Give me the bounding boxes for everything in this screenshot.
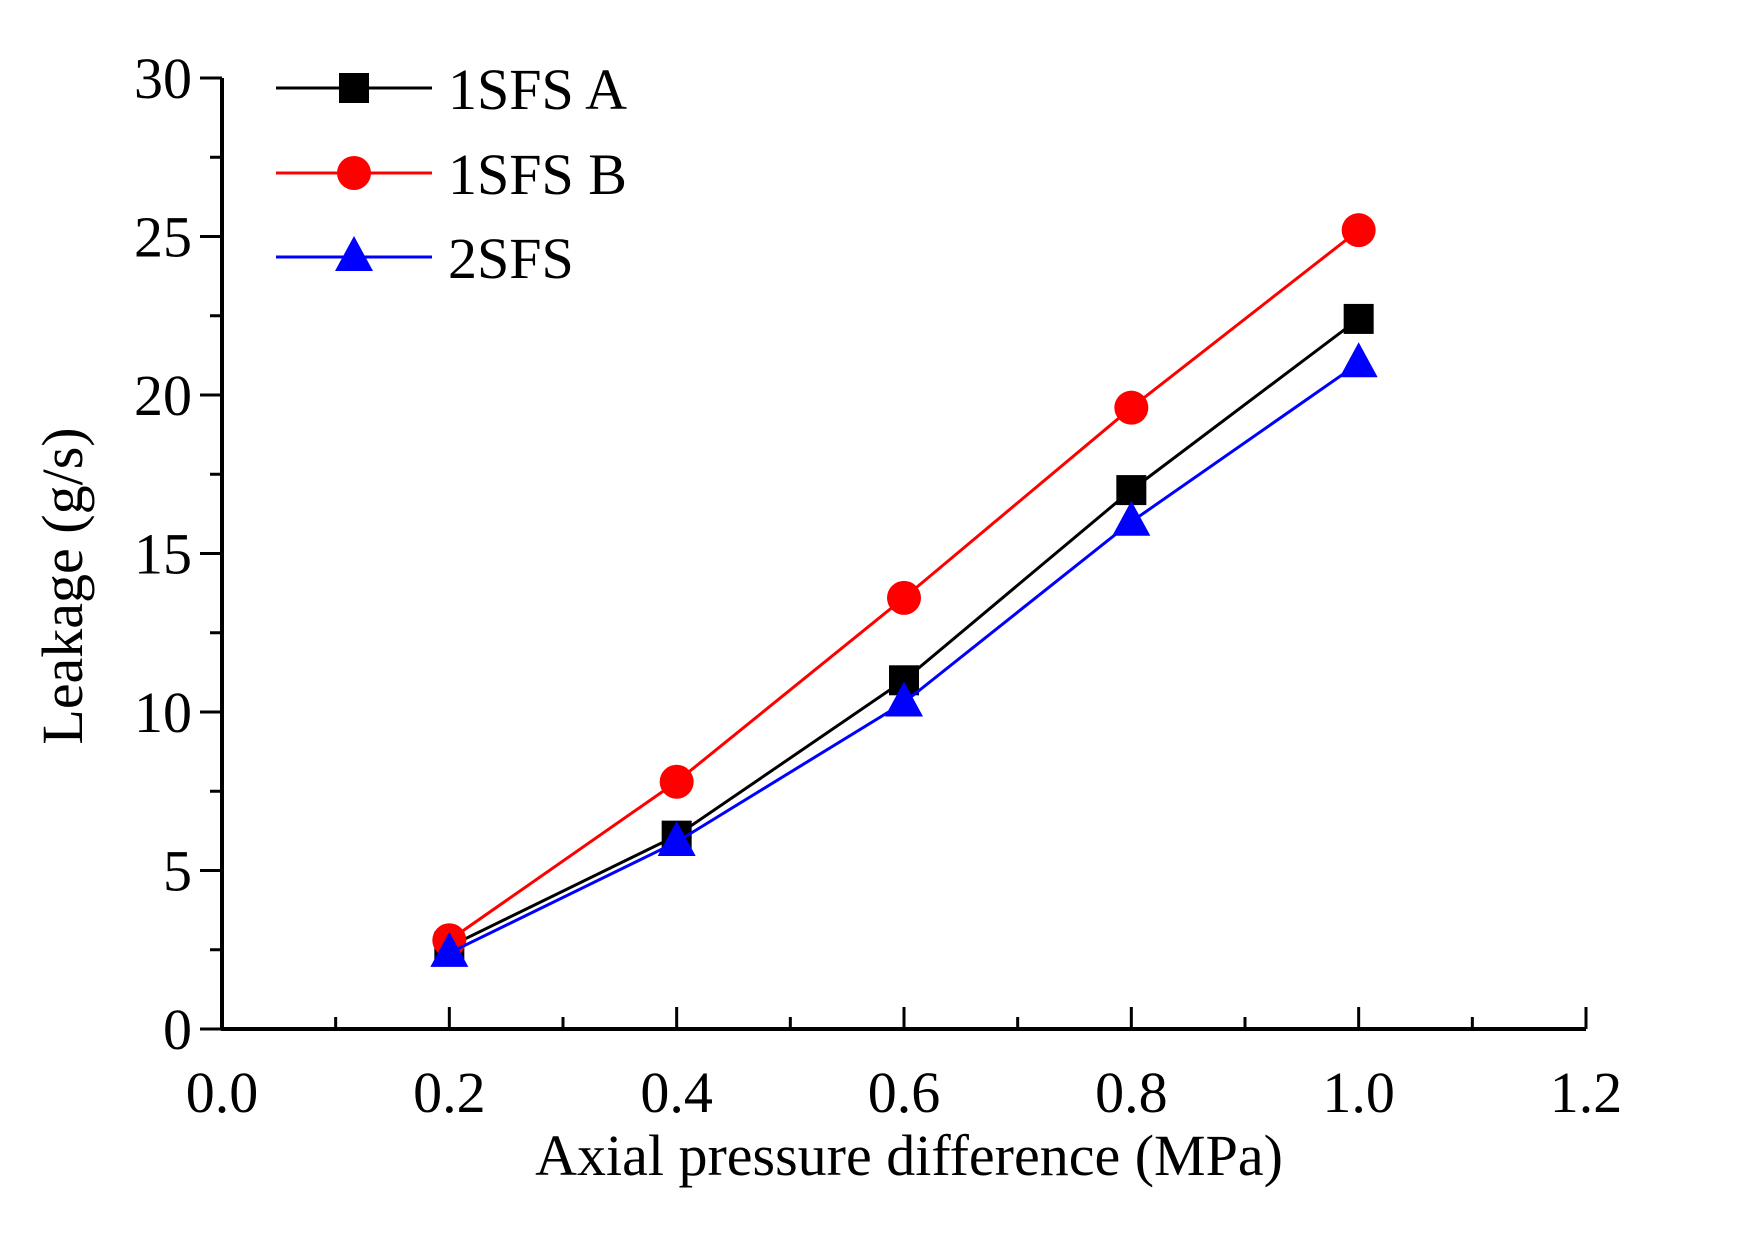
x-tick-label: 1.2 [1550,1060,1623,1125]
legend-marker [335,236,373,271]
legend-label: 1SFS B [448,142,627,207]
data-point [1339,342,1378,378]
x-axis-title: Axial pressure difference (MPa) [535,1123,1283,1188]
data-point [887,580,921,615]
data-point [1341,213,1376,248]
legend-label: 1SFS A [448,57,627,122]
data-point [1116,475,1147,506]
x-tick-label: 0.4 [640,1060,713,1125]
legend: 1SFS A 1SFS B 2SFS [276,57,627,291]
legend-label: 2SFS [448,226,574,291]
data-point [1343,303,1374,334]
y-tick-label: 0 [163,997,192,1062]
y-tick-label: 15 [134,522,192,587]
legend-item: 1SFS A [276,57,627,122]
y-tick-label: 10 [134,680,192,745]
y-axis-title: Leakage (g/s) [30,427,95,744]
x-tick-label: 0.0 [186,1060,259,1125]
axes [220,78,1586,1031]
x-tick-label: 1.0 [1322,1060,1395,1125]
legend-marker [339,73,369,103]
x-tick-label: 0.2 [413,1060,486,1125]
series-1sfs-a [434,303,1374,962]
data-point [885,681,923,717]
data-point [1112,500,1151,536]
legend-item: 1SFS B [276,142,627,207]
data-point [659,764,694,799]
data-point [1114,390,1149,425]
y-tick-label: 5 [163,839,192,904]
axis-ticks: 0 5 10 15 20 25 30 0.0 0.2 0.4 0.6 0.8 1.0 1.2 [134,46,1622,1125]
x-tick-label: 0.8 [1095,1060,1168,1125]
y-tick-label: 25 [134,205,192,270]
x-tick-label: 0.6 [868,1060,941,1125]
series-line [448,317,1360,948]
data-point [430,931,469,967]
series-2sfs [430,342,1378,967]
data-point [657,820,696,856]
data-series [430,213,1378,967]
legend-item: 2SFS [276,226,574,291]
y-tick-label: 30 [134,46,192,111]
legend-marker [337,156,371,190]
y-tick-label: 20 [134,363,192,428]
series-line [448,362,1360,955]
series-1sfs-b [432,213,1376,958]
